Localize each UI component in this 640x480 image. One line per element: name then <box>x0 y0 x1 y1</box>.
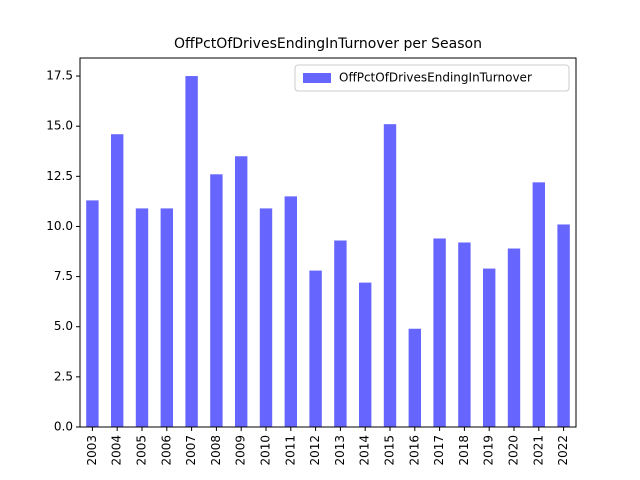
x-tick-label: 2017 <box>432 435 446 466</box>
y-tick-label: 5.0 <box>54 319 73 333</box>
bar <box>408 328 421 427</box>
x-tick-label: 2003 <box>85 435 99 466</box>
x-tick-label: 2022 <box>556 435 570 466</box>
x-tick-label: 2016 <box>407 435 421 466</box>
y-tick-label: 10.0 <box>46 219 73 233</box>
x-tick-label: 2021 <box>531 435 545 466</box>
x-tick-label: 2019 <box>482 435 496 466</box>
y-tick-label: 0.0 <box>54 420 73 434</box>
bar <box>259 208 273 427</box>
bar <box>483 268 496 427</box>
x-tick-label: 2015 <box>383 435 397 466</box>
bar <box>160 208 173 427</box>
y-tick-label: 15.0 <box>46 119 73 133</box>
x-tick-label: 2006 <box>159 435 173 466</box>
x-tick-label: 2012 <box>308 435 322 466</box>
y-tick-label: 12.5 <box>46 169 73 183</box>
y-tick-label: 7.5 <box>54 269 73 283</box>
bar <box>111 134 124 427</box>
bar <box>433 238 446 427</box>
legend-swatch <box>303 73 331 83</box>
bar <box>383 124 397 427</box>
bar <box>334 240 347 427</box>
legend-label: OffPctOfDrivesEndingInTurnover <box>339 71 532 85</box>
bar <box>359 282 372 427</box>
bar <box>235 156 248 428</box>
bar <box>309 270 322 427</box>
bar <box>507 248 521 427</box>
x-tick-label: 2020 <box>507 435 521 466</box>
x-tick-label: 2018 <box>457 435 471 466</box>
x-tick-label: 2009 <box>234 435 248 466</box>
x-tick-label: 2010 <box>259 435 273 466</box>
x-tick-label: 2007 <box>184 435 198 466</box>
x-tick-label: 2008 <box>209 435 223 466</box>
y-tick-label: 17.5 <box>46 69 73 83</box>
x-tick-label: 2011 <box>283 435 297 466</box>
y-tick-label: 2.5 <box>54 369 73 383</box>
bar <box>86 200 99 427</box>
bar <box>185 76 198 427</box>
plot-frame <box>79 57 577 428</box>
bar <box>557 224 570 427</box>
x-tick-label: 2013 <box>333 435 347 466</box>
x-tick-label: 2004 <box>110 435 124 466</box>
x-tick-label: 2005 <box>135 435 149 466</box>
legend-box <box>294 64 570 92</box>
x-tick-label: 2014 <box>358 435 372 466</box>
bar <box>458 242 471 427</box>
bar <box>210 174 223 427</box>
bar <box>532 182 545 427</box>
bar <box>284 196 297 427</box>
bar <box>135 208 149 427</box>
chart-title: OffPctOfDrivesEndingInTurnover per Seaso… <box>174 36 482 52</box>
